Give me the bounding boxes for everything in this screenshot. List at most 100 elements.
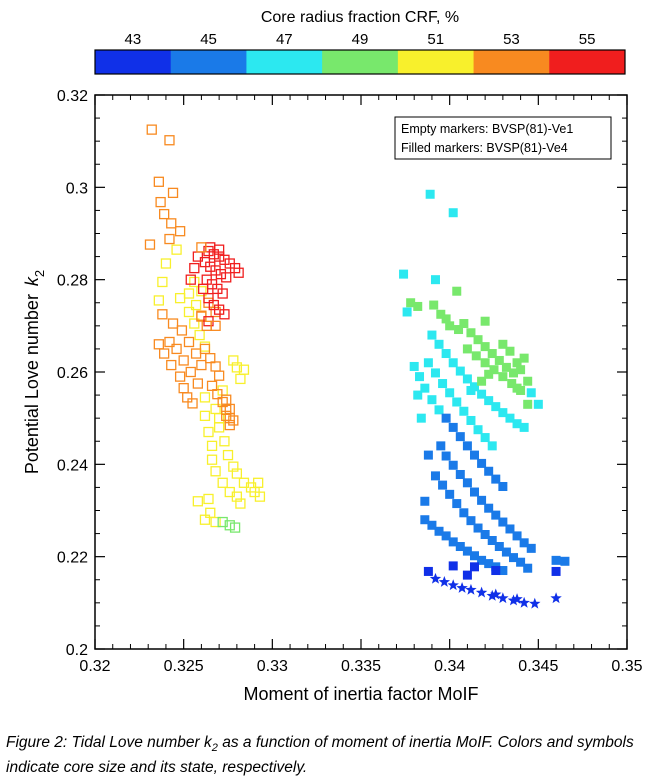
data-point-filled xyxy=(507,379,517,389)
y-tick-labels: 0.2 0.22 0.24 0.26 0.28 0.3 0.32 xyxy=(57,88,88,659)
data-point-filled xyxy=(415,372,425,382)
data-point-filled xyxy=(498,481,508,491)
data-point-filled xyxy=(459,406,469,416)
data-point-filled xyxy=(399,269,409,279)
caption-symbol: k xyxy=(204,734,212,751)
data-point-filled xyxy=(455,469,465,479)
data-point-empty xyxy=(228,355,239,366)
data-point-empty xyxy=(203,493,214,505)
data-point-filled xyxy=(471,351,481,361)
data-point-empty xyxy=(174,292,186,304)
data-point-filled xyxy=(425,189,435,199)
colorbar-band xyxy=(246,50,323,74)
data-point-empty xyxy=(155,196,166,208)
data-point-star xyxy=(447,579,459,591)
data-point-filled xyxy=(434,339,444,349)
data-point-empty xyxy=(178,355,189,366)
data-point-empty xyxy=(166,359,177,371)
x-tick-label: 0.345 xyxy=(518,658,558,675)
data-point-filled xyxy=(462,374,472,384)
data-point-filled xyxy=(469,450,479,460)
data-point-filled xyxy=(455,432,465,442)
data-point-empty xyxy=(199,343,211,355)
data-point-empty xyxy=(167,318,179,329)
x-tick-label: 0.33 xyxy=(257,658,288,675)
data-point-filled xyxy=(448,460,458,470)
colorbar-tick-label: 49 xyxy=(352,31,369,48)
data-point-empty xyxy=(217,396,228,408)
data-point-filled xyxy=(438,480,448,490)
colorbar-band xyxy=(95,50,172,74)
data-point-empty xyxy=(176,325,188,336)
data-point-empty xyxy=(203,245,214,257)
data-point-filled xyxy=(436,309,446,319)
data-point-filled xyxy=(434,405,444,415)
data-point-filled xyxy=(445,388,455,398)
data-point-filled xyxy=(459,319,469,329)
data-point-empty xyxy=(178,383,189,394)
data-point-filled xyxy=(416,413,426,423)
data-point-filled xyxy=(489,365,499,375)
data-point-filled xyxy=(406,298,416,308)
data-point-filled xyxy=(462,441,472,451)
colorbar-title: Core radius fraction CRF, % xyxy=(261,9,459,26)
data-point-empty xyxy=(210,265,221,276)
data-point-filled xyxy=(448,208,458,218)
axis-ticks xyxy=(94,94,628,650)
data-point-empty xyxy=(205,507,216,518)
data-point-filled xyxy=(494,542,504,552)
data-point-star xyxy=(550,592,562,604)
colorbar xyxy=(94,49,626,75)
data-point-filled xyxy=(448,537,458,547)
data-point-filled xyxy=(448,358,458,368)
data-point-empty xyxy=(189,262,200,274)
data-point-filled xyxy=(551,566,561,576)
data-point-star xyxy=(497,592,509,604)
data-point-empty xyxy=(213,422,225,433)
data-point-filled xyxy=(452,499,462,509)
data-point-empty xyxy=(189,276,200,288)
data-point-empty xyxy=(199,341,211,352)
data-point-empty xyxy=(199,410,211,422)
caption-prefix: Figure 2: Tidal Love number xyxy=(6,734,205,751)
data-point-filled xyxy=(516,385,526,395)
data-point-filled xyxy=(430,368,440,378)
data-point-filled xyxy=(498,566,508,576)
data-point-filled xyxy=(477,555,487,565)
data-point-filled xyxy=(523,376,533,386)
data-point-filled xyxy=(494,355,504,365)
data-point-filled xyxy=(484,559,494,569)
data-point-filled xyxy=(469,551,479,561)
data-point-empty xyxy=(203,292,214,304)
data-point-filled xyxy=(434,526,444,536)
data-point-empty xyxy=(185,366,196,378)
data-point-star xyxy=(518,596,530,608)
data-point-empty xyxy=(217,516,228,528)
data-point-empty xyxy=(196,310,207,321)
data-point-filled xyxy=(462,344,472,354)
data-point-empty xyxy=(153,339,164,350)
data-point-empty xyxy=(174,371,186,382)
data-point-filled xyxy=(516,557,526,567)
data-point-filled xyxy=(491,474,501,484)
data-point-empty xyxy=(235,498,246,509)
data-point-filled xyxy=(441,413,451,423)
data-point-star xyxy=(490,588,502,600)
data-point-empty xyxy=(210,516,221,528)
data-point-filled xyxy=(498,408,508,418)
data-point-filled xyxy=(466,415,476,425)
data-point-empty xyxy=(192,496,204,507)
x-tick-label: 0.34 xyxy=(434,658,465,675)
data-point-filled xyxy=(505,413,515,423)
data-point-filled xyxy=(441,314,451,324)
colorbar-tick-label: 53 xyxy=(503,31,520,48)
data-point-empty xyxy=(159,208,170,220)
data-point-filled xyxy=(452,286,462,296)
data-point-empty xyxy=(231,468,243,479)
data-point-empty xyxy=(190,348,202,359)
data-point-empty xyxy=(153,295,164,306)
data-point-filled xyxy=(427,520,437,530)
data-point-star xyxy=(475,586,488,598)
data-point-filled xyxy=(491,566,501,576)
caption-suffix: as a function of moment of inertia MoIF.… xyxy=(6,734,634,777)
